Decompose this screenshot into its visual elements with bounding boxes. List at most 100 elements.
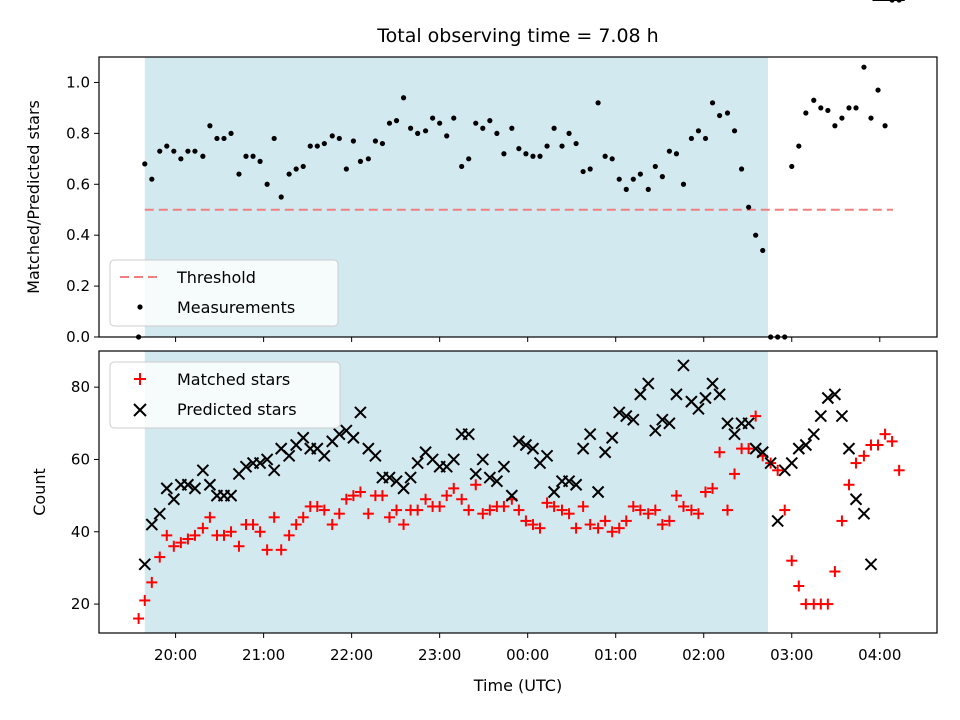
measurement-point	[192, 148, 198, 154]
measurement-point	[616, 176, 622, 182]
measurement-point	[444, 133, 450, 139]
measurement-point	[164, 143, 170, 149]
predicted-star-point	[569, 478, 583, 491]
matched-star-point	[786, 555, 798, 567]
measurement-point	[293, 166, 299, 172]
measurement-point	[207, 123, 213, 129]
matched-star-point	[893, 464, 905, 476]
matched-star-point	[133, 613, 145, 625]
measurement-point	[509, 125, 515, 131]
matched-star-point	[592, 522, 604, 534]
bottom-y-tick-label: 40	[71, 523, 90, 541]
measurement-point	[142, 161, 148, 167]
top-y-tick-label: 1.0	[66, 73, 90, 91]
predicted-star-point	[785, 456, 798, 470]
matched-star-point	[699, 486, 711, 498]
matched-star-point	[548, 500, 560, 512]
measurement-point	[738, 166, 745, 172]
matched-legend-label: Matched stars	[177, 370, 290, 389]
matched-star-point	[606, 526, 618, 538]
measurement-point	[516, 146, 522, 152]
measurement-point	[437, 120, 443, 126]
measurement-point	[731, 128, 738, 134]
matched-star-point	[556, 504, 568, 516]
x-axis-label: Time (UTC)	[473, 676, 562, 695]
predicted-star-point	[383, 471, 396, 484]
matched-star-point	[470, 479, 482, 491]
matched-star-point	[254, 526, 266, 538]
predicted-legend-label: Predicted stars	[177, 400, 297, 419]
matched-star-point	[484, 504, 496, 516]
matched-star-point	[527, 519, 539, 531]
matched-star-point	[707, 482, 719, 494]
matched-star-point	[441, 490, 453, 502]
matched-star-point	[412, 504, 424, 516]
measurement-point	[666, 148, 673, 154]
matched-star-point	[634, 504, 646, 516]
matched-star-point	[448, 482, 460, 494]
measurement-point	[365, 156, 371, 162]
measurement-point	[372, 138, 378, 144]
bottom-y-tick-label: 20	[71, 595, 90, 613]
matched-star-point	[290, 519, 302, 531]
measurement-point	[652, 163, 658, 170]
measurement-point	[214, 135, 220, 142]
matched-star-point	[670, 490, 682, 502]
matched-star-point	[850, 457, 862, 469]
chart-title: Total observing time = 7.08 h	[376, 25, 658, 47]
x-tick-label: 21:00	[242, 646, 285, 664]
measurement-point	[350, 138, 356, 144]
predicted-star-point	[799, 438, 813, 452]
top-y-tick-label: 0.0	[66, 328, 90, 346]
measurement-point	[832, 123, 838, 129]
bottom-panel: 20 40 60 80 20:00 21:00 22:00 23:00 00:00 01:00 0…	[30, 0, 938, 695]
predicted-star-point	[792, 442, 806, 455]
predicted-star-point	[239, 460, 253, 473]
measurement-point	[839, 115, 845, 121]
predicted-star-point	[634, 388, 647, 401]
measurement-point	[430, 115, 436, 121]
matched-star-point	[858, 450, 870, 462]
predicted-star-point	[476, 453, 489, 466]
matched-star-point	[836, 515, 848, 527]
measurement-point	[716, 112, 723, 119]
predicted-star-point	[728, 427, 741, 441]
measurement-point	[623, 186, 629, 192]
predicted-star-point	[828, 388, 842, 401]
predicted-star-point	[627, 413, 640, 426]
matched-star-point	[391, 504, 403, 516]
x-tick-label: 00:00	[506, 646, 549, 664]
measurement-point	[523, 151, 529, 157]
matched-star-point	[677, 500, 689, 512]
measurement-point	[278, 194, 284, 200]
bottom-y-tick-label: 80	[71, 378, 90, 396]
top-y-tick-label: 0.8	[66, 124, 90, 142]
matched-star-point	[362, 508, 374, 520]
matched-star-point	[376, 490, 388, 502]
predicted-legend-swatch	[133, 403, 147, 417]
measurement-point	[637, 171, 643, 177]
measurement-point	[566, 130, 572, 136]
matched-star-point	[218, 529, 230, 541]
matched-star-point	[456, 493, 468, 505]
predicted-star-point	[267, 464, 281, 477]
matched-star-point	[743, 443, 755, 455]
predicted-star-point	[369, 449, 382, 463]
top-panel-frame	[98, 56, 938, 338]
predicted-star-point	[835, 409, 849, 423]
measurement-point	[400, 95, 407, 101]
predicted-star-point	[807, 427, 820, 441]
predicted-star-point	[677, 359, 690, 372]
measurement-point	[480, 125, 486, 131]
x-tick-label: 01:00	[594, 646, 637, 664]
predicted-star-point	[642, 377, 655, 390]
measurement-point	[386, 120, 393, 126]
matched-star-point	[772, 464, 784, 476]
measurement-point	[451, 115, 457, 121]
matched-star-point	[139, 594, 151, 606]
measurements-legend-swatch	[137, 304, 143, 310]
predicted-star-point	[547, 485, 561, 499]
matched-star-point	[434, 500, 446, 512]
matched-star-point	[663, 515, 675, 527]
